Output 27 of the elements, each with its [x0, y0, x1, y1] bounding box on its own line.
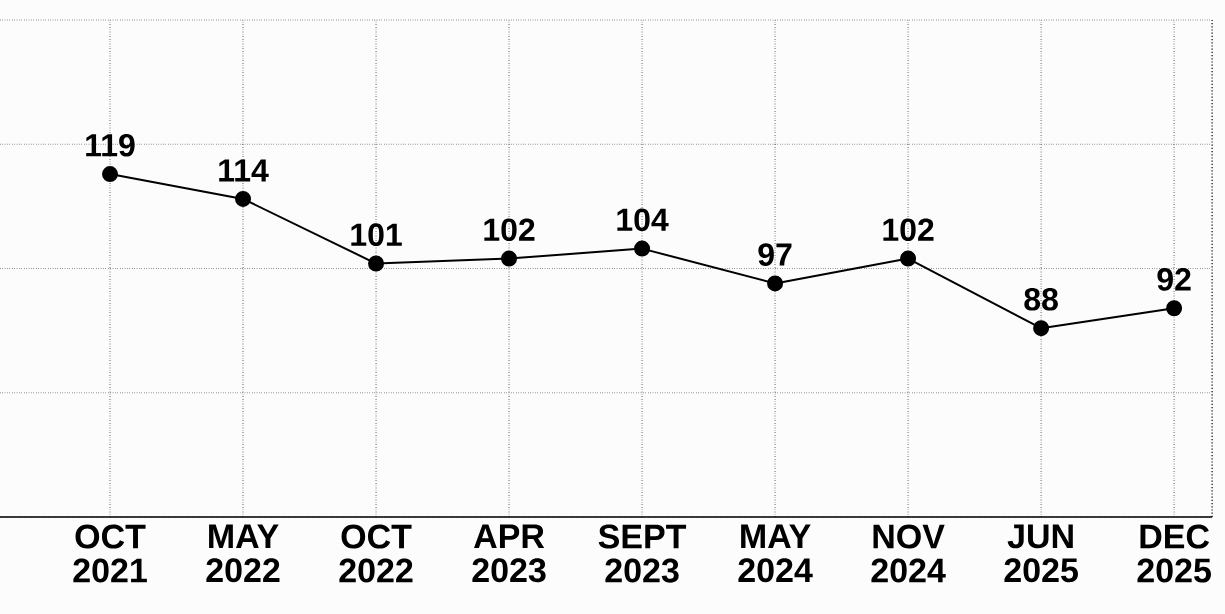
point [634, 240, 651, 257]
data-label: 88 [1024, 287, 1058, 311]
data-label: 102 [484, 218, 535, 242]
x-tick-label: MAY 2024 [738, 524, 813, 583]
point [235, 190, 252, 207]
data-label: 114 [219, 159, 269, 182]
x-tick-label: MAY 2022 [206, 524, 280, 583]
point [900, 250, 917, 267]
x-tick-label: DEC 2025 [1137, 524, 1211, 583]
data-label: 119 [86, 133, 135, 157]
x-tick-label: NOV 2024 [871, 524, 946, 583]
x-tick-label: OCT 2021 [73, 524, 147, 583]
x-tick-label: JUN 2025 [1004, 524, 1078, 583]
x-tick-label: APR 2023 [472, 524, 546, 583]
point [1033, 320, 1050, 337]
data-label: 92 [1157, 268, 1191, 291]
data-label: 104 [617, 208, 669, 232]
point [1166, 300, 1183, 317]
data-label: 101 [351, 223, 402, 246]
point [102, 166, 119, 183]
point [501, 250, 518, 267]
data-label: 97 [758, 243, 792, 266]
x-tick-label: OCT 2022 [339, 524, 413, 583]
x-tick-label: SEPT 2023 [598, 524, 687, 583]
point [767, 275, 784, 292]
point [368, 255, 385, 272]
data-label: 102 [883, 218, 934, 242]
